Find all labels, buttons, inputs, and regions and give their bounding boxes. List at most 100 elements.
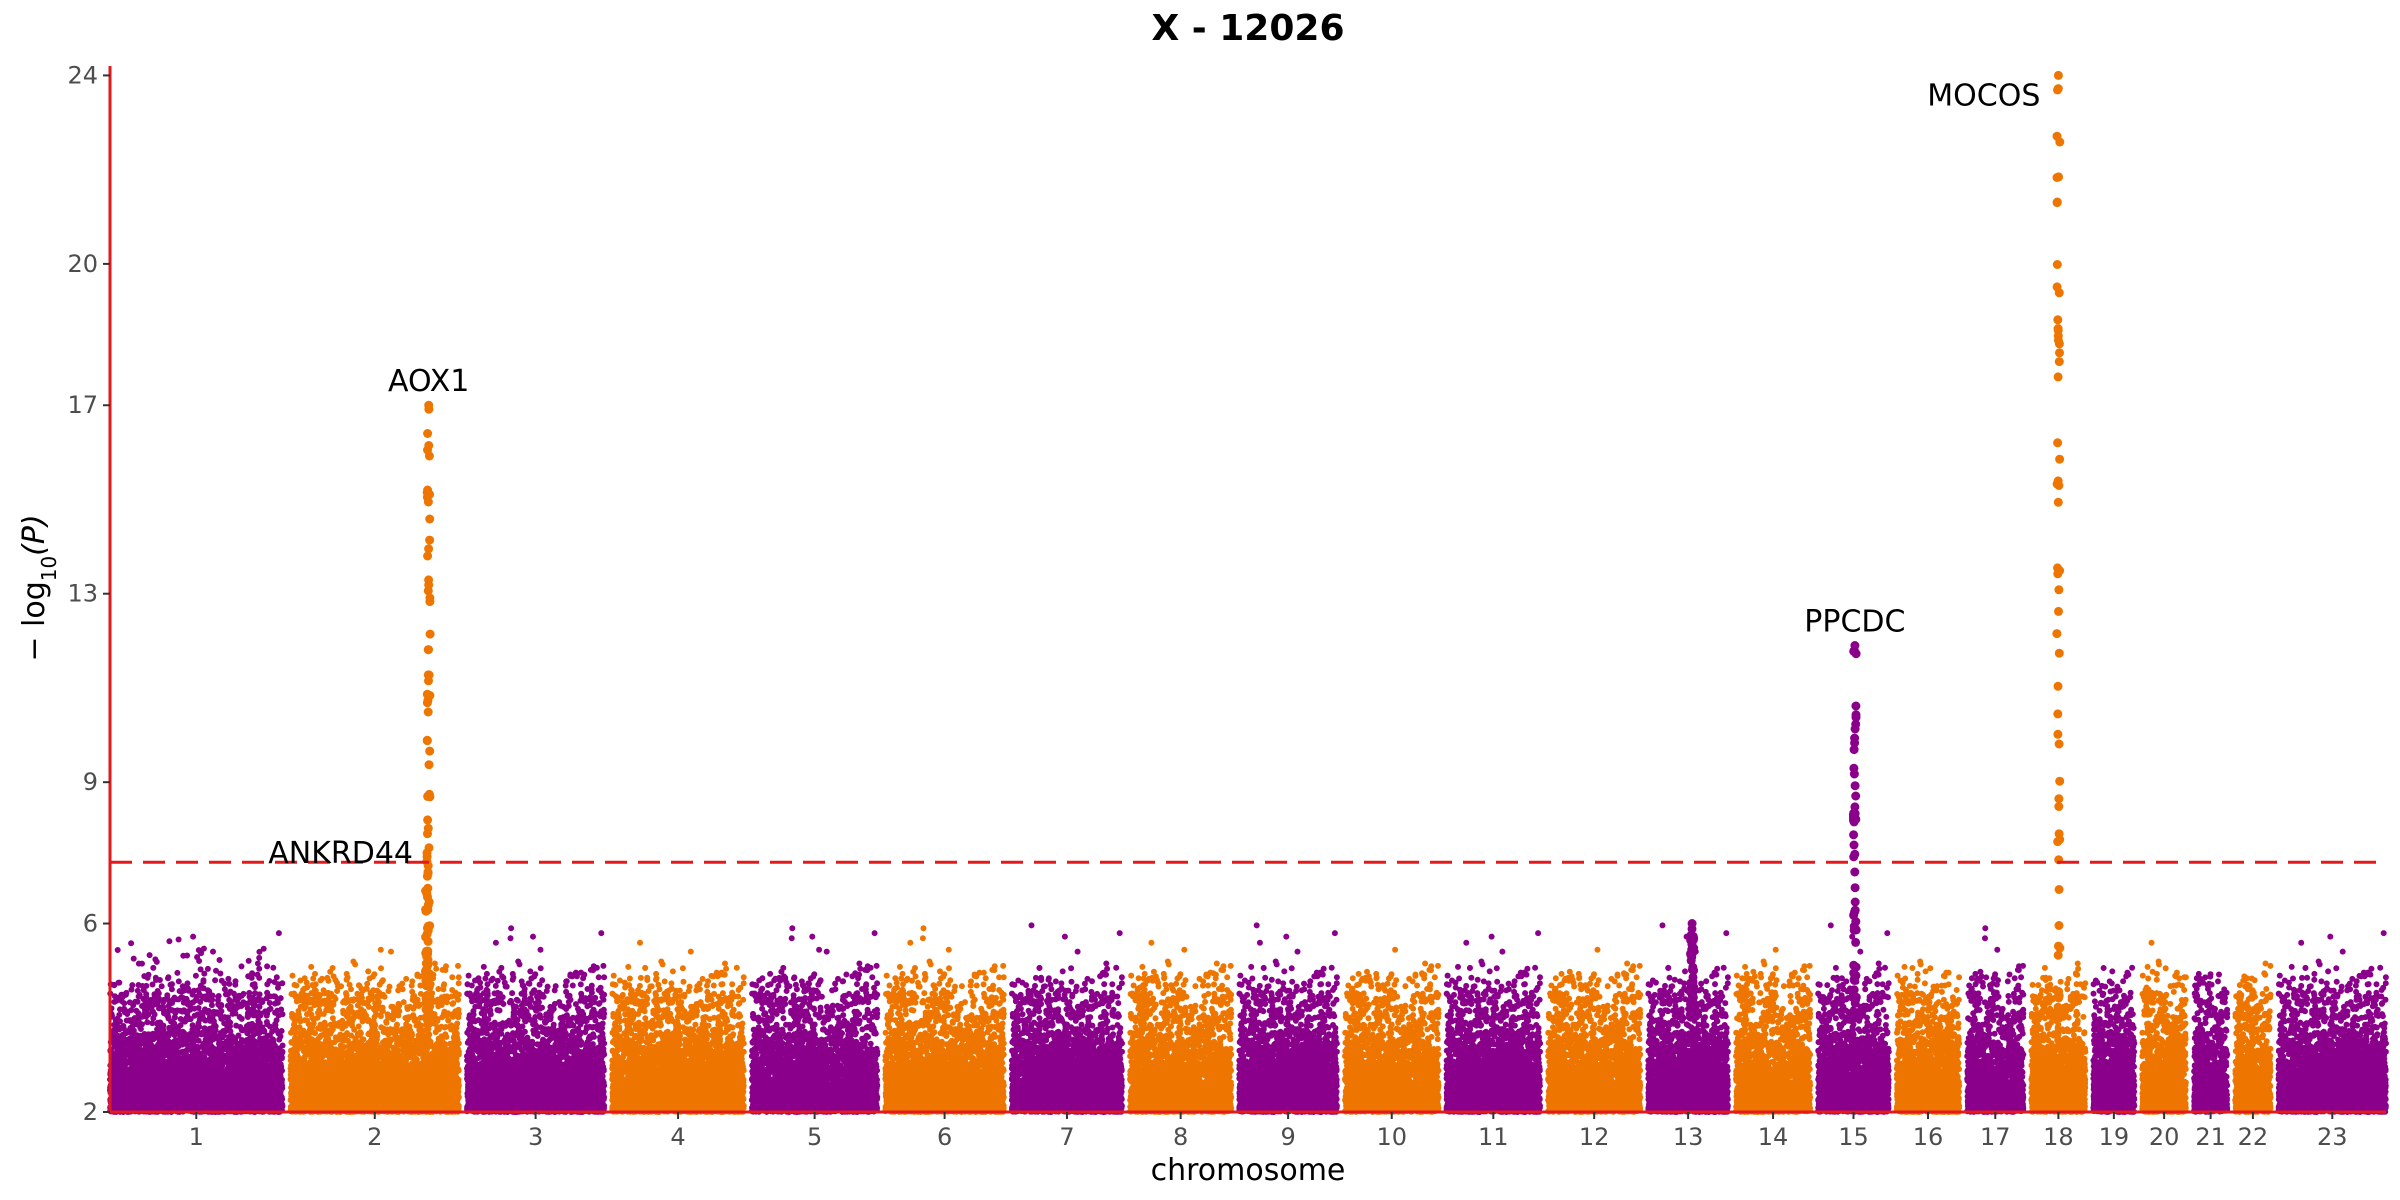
peak-point [425, 514, 435, 524]
peak-point [1687, 952, 1697, 962]
peak-point [1849, 808, 1859, 818]
chromosome-8-points [1127, 939, 1235, 1115]
peak-point [2053, 681, 2063, 691]
chromosome-18-background-points [2028, 960, 2089, 1115]
peak-point [2055, 835, 2065, 844]
peak-point [1850, 867, 1860, 877]
chromosome-3-background-points [464, 925, 608, 1115]
peak-point [423, 892, 432, 902]
peak-point [425, 629, 435, 639]
peak-point [423, 815, 433, 825]
y-tick-label: 2 [83, 1098, 98, 1126]
peak-point [2053, 315, 2063, 325]
peak-point [1851, 917, 1861, 927]
peak-top-point [1850, 641, 1860, 650]
x-axis-ticks: 1 2 3 4 5 6 7 8 9 10 11 12 13 14 15 16 17 18 19 20 21 22 23 [189, 1112, 2348, 1151]
chromosome-9-background-points [1236, 922, 1340, 1115]
peak-point [2053, 372, 2063, 382]
x-tick-label-chr-1: 1 [189, 1123, 204, 1151]
chromosome-6-points [882, 925, 1007, 1115]
peak-point [424, 760, 434, 770]
x-tick-label-chr-4: 4 [670, 1123, 685, 1151]
peak-top-point [2053, 70, 2063, 80]
peak-point [1851, 925, 1861, 935]
peak-point [2054, 172, 2064, 182]
chromosome-7-background-points [1008, 922, 1125, 1115]
x-tick-label-chr-11: 11 [1478, 1123, 1509, 1151]
chromosome-5-background-points [748, 925, 881, 1115]
peak-point [2052, 131, 2062, 141]
peak-point [424, 441, 434, 450]
chromosome-19-points [2090, 964, 2138, 1115]
peak-point [425, 746, 435, 756]
chromosome-17-background-points [1964, 925, 2027, 1115]
peak-point [2054, 739, 2064, 749]
gene-label-ppcdc: PPCDC [1804, 605, 1905, 640]
y-axis-title-prefix: − log [17, 581, 52, 661]
peak-point [1687, 1011, 1697, 1021]
peak-point [422, 736, 432, 746]
peak-point [2055, 348, 2064, 358]
x-tick-label-chr-12: 12 [1579, 1123, 1610, 1151]
x-tick-label-chr-13: 13 [1673, 1123, 1704, 1151]
peak-point [425, 535, 435, 545]
peak-point [2054, 794, 2064, 804]
x-tick-label-chr-3: 3 [528, 1123, 543, 1151]
chromosome-11-background-points [1443, 930, 1544, 1115]
chromosome-5-points [748, 925, 881, 1115]
peak-point [2052, 282, 2062, 292]
peak-point [2053, 709, 2063, 719]
x-tick-label-chr-22: 22 [2238, 1123, 2269, 1151]
peak-point [1851, 701, 1861, 711]
peak-point [1851, 791, 1861, 801]
peak-point [424, 580, 434, 590]
x-tick-label-chr-18: 18 [2043, 1123, 2074, 1151]
chromosome-19-background-points [2090, 964, 2138, 1115]
x-tick-label-chr-16: 16 [1913, 1123, 1944, 1151]
peak-point [423, 921, 433, 931]
peak-point [1851, 962, 1861, 972]
chromosome-23-background-points [2275, 930, 2389, 1115]
peak-point [1851, 713, 1861, 722]
chromosome-22-points [2232, 960, 2274, 1115]
peak-point [2055, 776, 2065, 786]
chromosome-6-background-points [882, 925, 1007, 1115]
chromosome-17-points [1964, 925, 2027, 1115]
peak-point [2053, 476, 2063, 486]
peak-point [2055, 454, 2065, 464]
y-tick-label: 24 [67, 61, 98, 89]
peak-point [424, 451, 434, 461]
peak-point [425, 597, 435, 607]
x-tick-label-chr-7: 7 [1059, 1123, 1074, 1151]
peak-point [1851, 1009, 1861, 1019]
chromosome-13-points [1645, 922, 1731, 1115]
y-tick-label: 20 [67, 250, 98, 278]
peak-point [421, 906, 431, 916]
peak-point [2053, 325, 2063, 335]
x-tick-label-chr-10: 10 [1376, 1123, 1407, 1151]
peak-point [422, 698, 432, 708]
peak-annotations: AOX1 ANKRD44 PPCDC MOCOS [268, 78, 2040, 871]
peak-point [423, 791, 433, 801]
chromosome-20-background-points [2139, 939, 2189, 1115]
chromosome-10-points [1342, 946, 1442, 1115]
peak-point [1849, 745, 1859, 755]
x-tick-label-chr-21: 21 [2195, 1123, 2226, 1151]
chromosome-18-points [2028, 960, 2089, 1115]
chromosome-4-points [609, 939, 747, 1115]
peak-point [423, 1003, 433, 1013]
peak-point [2054, 885, 2064, 894]
peak-point [2054, 1013, 2064, 1023]
chromosome-16-points [1893, 958, 1963, 1115]
peak-point [1849, 840, 1859, 850]
chromosome-2-background-points [287, 946, 462, 1115]
peak-point [2054, 648, 2064, 658]
peak-point [423, 958, 432, 968]
peak-point [2054, 921, 2064, 930]
chromosome-14-points [1733, 946, 1814, 1115]
x-axis-title: chromosome [1151, 1153, 1346, 1188]
peak-point [1849, 769, 1859, 779]
peak-point [2053, 438, 2063, 448]
peak-point [423, 551, 433, 561]
peak-point [424, 544, 434, 554]
